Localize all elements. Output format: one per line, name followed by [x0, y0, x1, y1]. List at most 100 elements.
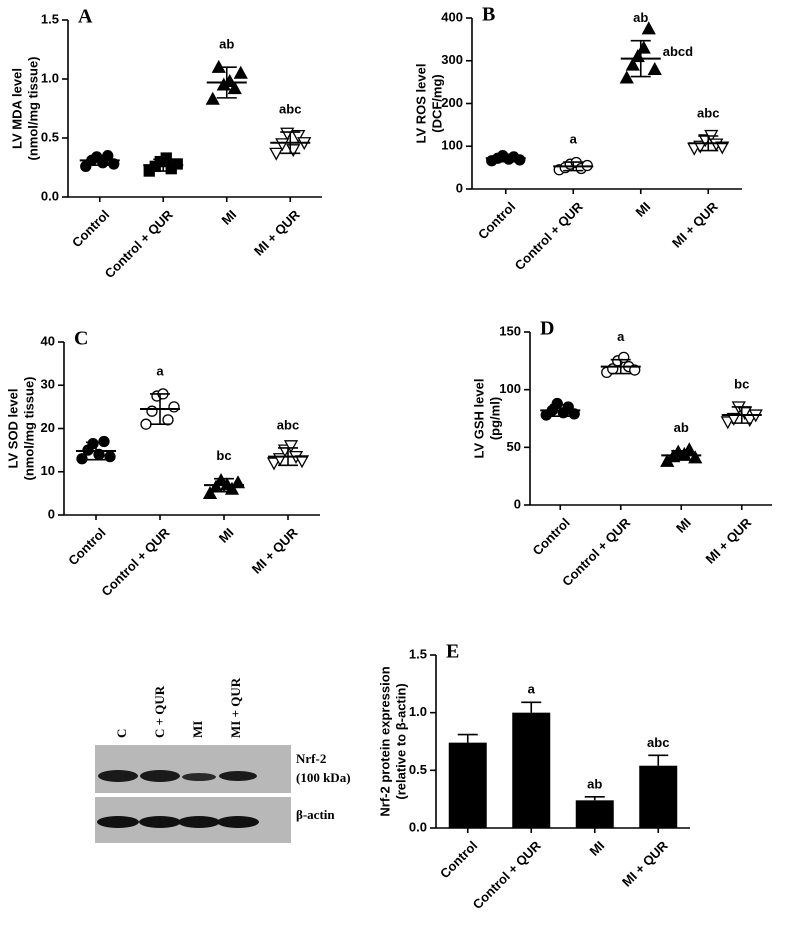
x-tick-label: Control + QUR: [512, 199, 587, 274]
y-tick-label: 0.5: [409, 762, 427, 777]
x-tick-label: MI: [218, 207, 239, 228]
data-point: [168, 401, 180, 413]
data-point: [98, 435, 110, 448]
data-point: [688, 450, 703, 464]
lane-label: MI: [190, 721, 205, 738]
data-point: [205, 91, 220, 105]
y-tick-label: 0: [456, 180, 463, 195]
blot-band: [97, 816, 139, 828]
y-tick-label: 0: [48, 506, 55, 521]
y-axis-label: LV MDA level: [9, 68, 24, 149]
significance-label: bc: [734, 376, 749, 391]
x-tick-label: MI: [216, 525, 237, 546]
y-axis-label: (nmol/mg tissue): [25, 56, 40, 160]
blot-band: [182, 773, 216, 781]
y-tick-label: 400: [441, 9, 463, 24]
y-tick-label: 50: [507, 439, 521, 454]
significance-label: ab: [674, 420, 689, 435]
significance-label: abc: [279, 102, 301, 117]
significance-label: abc: [277, 417, 299, 432]
x-tick-label: Control: [475, 199, 518, 242]
significance-label: abc: [697, 105, 719, 120]
significance-label: a: [570, 132, 578, 147]
data-point: [726, 412, 741, 426]
significance-label: ab: [219, 37, 234, 52]
data-point: [647, 61, 662, 75]
data-point: [283, 440, 299, 454]
data-point: [76, 453, 88, 465]
data-point: [233, 65, 248, 79]
blot-band: [139, 816, 181, 828]
bar: [575, 800, 614, 828]
y-axis-label: (nmol/mg tissue): [21, 376, 36, 480]
y-tick-label: 1.0: [409, 704, 427, 719]
bar: [639, 765, 678, 828]
y-tick-label: 10: [41, 463, 55, 478]
x-tick-label: MI: [586, 838, 607, 859]
x-tick-label: Control + QUR: [470, 838, 545, 913]
data-point: [625, 57, 640, 71]
x-tick-label: MI: [632, 199, 653, 220]
data-point: [266, 457, 282, 471]
y-tick-label: 150: [499, 323, 521, 338]
data-point: [291, 129, 306, 143]
significance-label: ab: [633, 10, 648, 25]
data-point: [104, 450, 116, 463]
significance-label: bc: [216, 448, 231, 463]
y-axis-label: LV ROS level: [413, 64, 428, 144]
data-point: [286, 144, 301, 158]
significance-label: ab: [587, 776, 602, 791]
band-label: β-actin: [296, 807, 335, 822]
data-point: [162, 414, 174, 426]
data-point: [275, 138, 290, 152]
x-tick-label: MI: [673, 515, 694, 536]
y-tick-label: 100: [499, 381, 521, 396]
y-axis-label: LV GSH level: [471, 379, 486, 459]
y-axis-label: (DCF/mg): [429, 74, 444, 133]
x-tick-label: MI + QUR: [249, 525, 301, 577]
blot-band: [140, 770, 180, 782]
data-point: [202, 486, 218, 500]
y-axis-label: (relative to β-actin): [393, 683, 408, 799]
band-label: Nrf-2: [296, 751, 326, 766]
data-point: [146, 405, 158, 417]
panel-letter: A: [78, 6, 93, 28]
blot-band: [178, 816, 220, 828]
band-label: (100 kDa): [296, 770, 351, 785]
y-tick-label: 0.0: [41, 188, 59, 203]
y-tick-label: 1.0: [41, 70, 59, 85]
y-tick-label: 0.0: [409, 819, 427, 834]
bar: [512, 712, 551, 828]
x-tick-label: Control: [530, 515, 573, 558]
y-tick-label: 1.5: [41, 11, 59, 26]
panel-letter: E: [446, 641, 459, 663]
data-point: [108, 158, 120, 170]
y-tick-label: 40: [41, 333, 55, 348]
data-point: [280, 127, 295, 141]
x-tick-label: MI + QUR: [669, 199, 721, 251]
data-point: [715, 141, 730, 155]
y-tick-label: 100: [441, 138, 463, 153]
lane-label: C + QUR: [152, 685, 167, 738]
panel-letter: C: [74, 328, 88, 350]
lane-label: C: [114, 729, 129, 738]
y-tick-label: 300: [441, 52, 463, 67]
lane-label: MI + QUR: [228, 677, 243, 738]
x-tick-label: Control + QUR: [98, 525, 173, 600]
x-tick-label: Control: [437, 838, 480, 881]
data-point: [641, 21, 656, 35]
y-axis-label: (pg/ml): [487, 397, 502, 440]
y-tick-label: 200: [441, 95, 463, 110]
x-tick-label: Control + QUR: [102, 207, 177, 282]
y-tick-label: 0.5: [41, 129, 59, 144]
data-point: [227, 81, 242, 95]
panel-letter: B: [482, 4, 495, 26]
y-axis-label: Nrf-2 protein expression: [377, 666, 392, 816]
significance-label: a: [617, 329, 625, 344]
x-tick-label: Control: [69, 207, 112, 250]
data-point: [619, 70, 634, 84]
blot-band: [217, 816, 259, 828]
x-tick-label: MI + QUR: [251, 207, 303, 259]
y-tick-label: 20: [41, 420, 55, 435]
